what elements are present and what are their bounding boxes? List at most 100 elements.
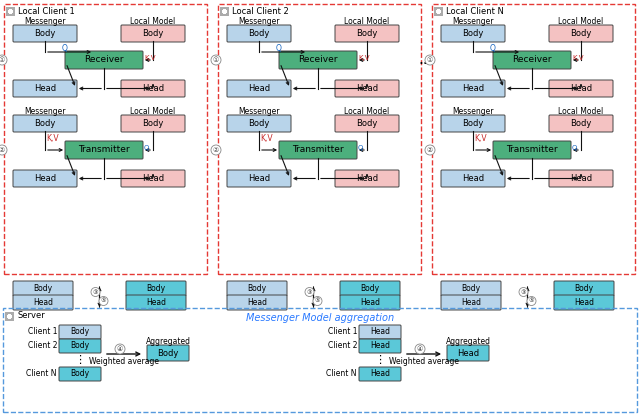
Text: K,V: K,V [144,55,156,61]
FancyBboxPatch shape [121,80,185,97]
Text: Body: Body [570,29,592,38]
Text: K,V: K,V [46,134,59,143]
Text: Body: Body [35,119,56,128]
Circle shape [519,287,528,297]
Circle shape [527,297,536,305]
FancyBboxPatch shape [227,170,291,187]
Text: ⑤: ⑤ [315,299,320,304]
FancyBboxPatch shape [493,51,571,69]
Text: Client N: Client N [26,369,57,379]
Text: Head: Head [360,298,380,307]
Bar [218,4,421,274]
FancyBboxPatch shape [549,80,613,97]
FancyBboxPatch shape [335,170,399,187]
Text: Local Model: Local Model [131,17,175,25]
FancyBboxPatch shape [441,115,505,132]
Circle shape [425,55,435,65]
Text: ④: ④ [117,346,123,352]
Text: Q: Q [276,45,282,54]
Bar [6,7,15,16]
FancyBboxPatch shape [279,141,357,159]
Text: Messenger: Messenger [238,17,280,25]
FancyBboxPatch shape [65,141,143,159]
Text: Head: Head [570,174,592,183]
Text: Client 2: Client 2 [328,342,357,351]
Bar [4,4,207,274]
Text: Messenger: Messenger [24,17,66,25]
Text: Head: Head [457,349,479,357]
Text: ...: ... [419,52,433,67]
Text: Body: Body [248,284,267,293]
Text: Head: Head [462,84,484,93]
Text: Body: Body [35,29,56,38]
Text: Local Model: Local Model [131,106,175,116]
Text: Head: Head [248,84,270,93]
Text: Body: Body [70,327,90,337]
Bar [8,10,13,12]
Text: Client 1: Client 1 [328,327,357,337]
Text: Head: Head [34,84,56,93]
FancyBboxPatch shape [340,295,400,310]
Text: Body: Body [356,29,378,38]
FancyBboxPatch shape [335,25,399,42]
FancyBboxPatch shape [335,115,399,132]
FancyBboxPatch shape [227,80,291,97]
Text: Receiver: Receiver [84,55,124,64]
FancyBboxPatch shape [549,170,613,187]
Text: Messenger Model aggregation: Messenger Model aggregation [246,313,394,323]
FancyBboxPatch shape [554,281,614,296]
Circle shape [0,55,7,65]
Text: Client 2: Client 2 [28,342,57,351]
FancyBboxPatch shape [59,325,101,339]
Text: Head: Head [574,298,594,307]
Text: Head: Head [570,84,592,93]
Circle shape [425,145,435,155]
FancyBboxPatch shape [227,115,291,132]
Text: ③: ③ [307,290,312,295]
Text: Server: Server [17,312,45,320]
Text: K,V: K,V [474,134,486,143]
Text: Head: Head [356,84,378,93]
Text: Body: Body [248,119,269,128]
Text: ⑤: ⑤ [100,299,106,304]
Text: Local Model: Local Model [344,106,390,116]
FancyBboxPatch shape [447,345,489,361]
Circle shape [115,344,125,354]
Text: Body: Body [33,284,52,293]
Text: Messenger: Messenger [452,106,493,116]
Text: ③: ③ [93,290,99,295]
Text: Transmitter: Transmitter [292,146,344,154]
FancyBboxPatch shape [441,80,505,97]
Circle shape [305,287,314,297]
Text: Messenger: Messenger [452,17,493,25]
Text: Q: Q [572,145,577,151]
Bar [434,7,443,16]
FancyBboxPatch shape [549,25,613,42]
Text: Body: Body [157,349,179,357]
Text: Weighted average: Weighted average [389,357,459,366]
Text: Local Client 2: Local Client 2 [232,7,289,16]
Text: Body: Body [70,369,90,379]
Bar [436,10,441,12]
Text: Head: Head [356,174,378,183]
Text: Body: Body [462,29,484,38]
Text: Head: Head [248,174,270,183]
Text: Body: Body [360,284,380,293]
Text: Head: Head [33,298,53,307]
FancyBboxPatch shape [65,51,143,69]
Text: Q: Q [490,45,495,54]
Text: Body: Body [461,284,481,293]
Bar [7,315,12,318]
Text: ②: ② [213,147,219,153]
FancyBboxPatch shape [13,170,77,187]
Text: ①: ① [213,57,219,63]
FancyBboxPatch shape [147,345,189,361]
Text: ⑤: ⑤ [529,299,534,304]
Text: ④: ④ [417,346,423,352]
Bar [432,4,635,274]
Text: Head: Head [142,174,164,183]
Bar [223,9,226,14]
Text: Body: Body [70,342,90,351]
Text: K,V: K,V [358,55,369,61]
Circle shape [211,145,221,155]
